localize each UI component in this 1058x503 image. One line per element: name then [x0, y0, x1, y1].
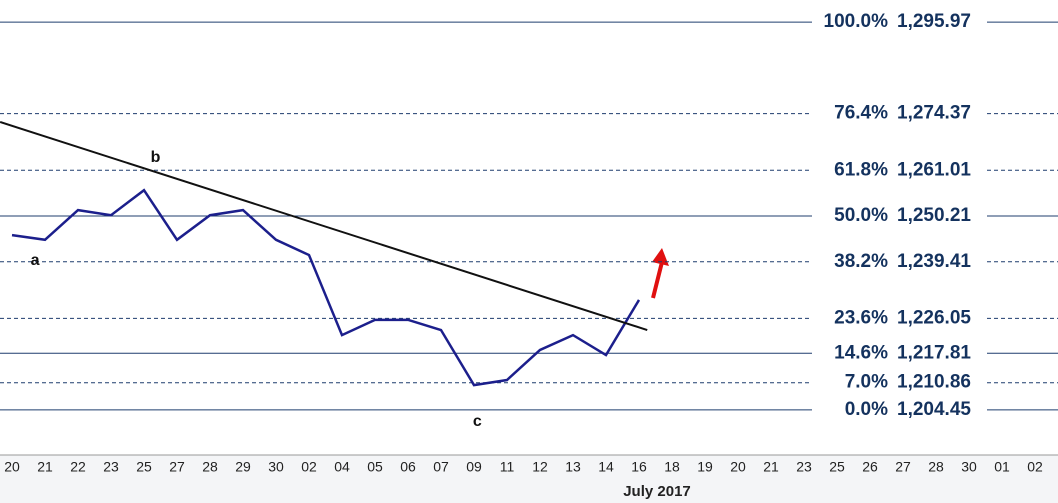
x-tick-label: 25	[829, 459, 845, 475]
x-tick-label: 23	[796, 459, 812, 475]
fib-price: 1,217.81	[897, 342, 971, 363]
x-tick-label: 04	[334, 459, 350, 475]
label-bg	[812, 102, 987, 125]
fib-percent: 7.0%	[845, 372, 888, 393]
x-axis-label: July 2017	[623, 483, 691, 500]
fib-price: 1,295.97	[897, 11, 971, 32]
x-tick-label: 05	[367, 459, 383, 475]
x-tick-label: 20	[730, 459, 746, 475]
label-bg	[812, 371, 987, 394]
fib-price: 1,226.05	[897, 307, 971, 328]
wave-label: c	[473, 413, 482, 430]
x-tick-label: 16	[631, 459, 647, 475]
x-tick-label: 30	[268, 459, 284, 475]
price-line	[11, 188, 641, 387]
x-tick-label: 26	[862, 459, 878, 475]
x-tick-label: 23	[103, 459, 119, 475]
fib-price: 1,250.21	[897, 205, 971, 226]
x-tick-label: 02	[1027, 459, 1043, 475]
fib-percent: 23.6%	[834, 307, 888, 328]
axis-band	[0, 455, 1058, 503]
fib-price: 1,239.41	[897, 251, 971, 272]
fib-percent: 61.8%	[834, 159, 888, 180]
arrow-head	[652, 248, 669, 266]
trendline	[0, 121, 648, 331]
label-bg	[812, 159, 987, 182]
arrow	[651, 261, 664, 299]
x-tick-label: 07	[433, 459, 449, 475]
fib-percent: 100.0%	[824, 11, 889, 32]
x-tick-label: 28	[202, 459, 218, 475]
fib-price: 1,204.45	[897, 399, 971, 420]
wave-label: a	[31, 252, 40, 269]
x-tick-label: 09	[466, 459, 482, 475]
fib-percent: 38.2%	[834, 251, 888, 272]
fib-price: 1,274.37	[897, 103, 971, 124]
x-tick-label: 12	[532, 459, 548, 475]
label-bg	[812, 11, 987, 34]
x-tick-label: 14	[598, 459, 614, 475]
x-tick-label: 30	[961, 459, 977, 475]
x-tick-label: 21	[763, 459, 779, 475]
label-bg	[812, 342, 987, 365]
x-tick-label: 27	[895, 459, 911, 475]
x-tick-label: 29	[235, 459, 251, 475]
x-tick-label: 01	[994, 459, 1010, 475]
x-tick-label: 21	[37, 459, 53, 475]
label-bg	[812, 205, 987, 228]
fib-price: 1,261.01	[897, 159, 971, 180]
fib-percent: 14.6%	[834, 342, 888, 363]
label-bg	[812, 250, 987, 273]
label-bg	[812, 398, 987, 421]
x-tick-label: 06	[400, 459, 416, 475]
x-tick-label: 18	[664, 459, 680, 475]
x-tick-label: 27	[169, 459, 185, 475]
fib-price: 1,210.86	[897, 372, 971, 393]
x-tick-label: 20	[4, 459, 20, 475]
x-tick-label: 11	[500, 459, 515, 475]
fib-percent: 50.0%	[834, 205, 888, 226]
wave-label: b	[151, 149, 161, 166]
x-tick-label: 02	[301, 459, 317, 475]
x-tick-label: 19	[697, 459, 713, 475]
label-bg	[812, 307, 987, 330]
x-tick-label: 13	[565, 459, 581, 475]
x-tick-label: 25	[136, 459, 152, 475]
x-tick-label: 22	[70, 459, 86, 475]
fib-percent: 0.0%	[845, 399, 888, 420]
fib-percent: 76.4%	[834, 103, 888, 124]
x-tick-label: 28	[928, 459, 944, 475]
